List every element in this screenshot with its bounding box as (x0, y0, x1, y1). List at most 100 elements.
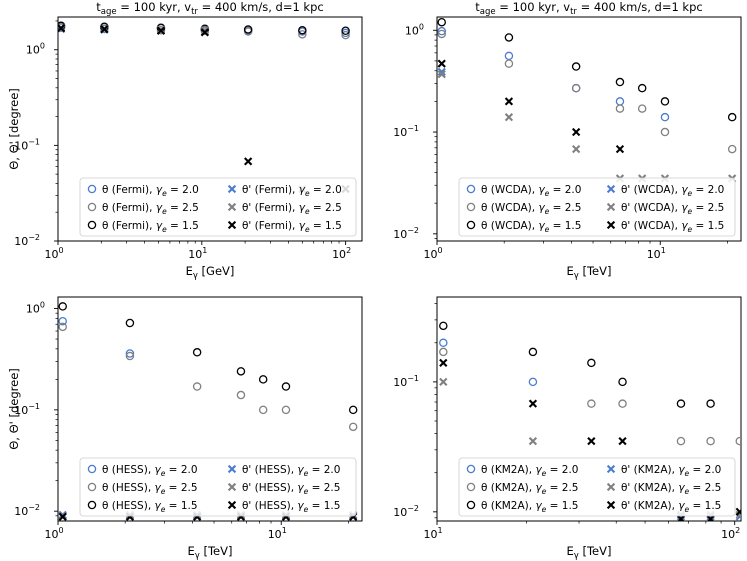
legend-label: θ (Fermi), γe = 2.0 (102, 184, 199, 198)
data-point-cross (504, 97, 514, 106)
data-point-cross (439, 377, 448, 387)
data-point-circle (706, 399, 715, 408)
data-point-circle (258, 375, 268, 384)
legend-marker-cross (227, 464, 237, 474)
legend-marker-cross (606, 482, 616, 492)
data-point-circle (125, 318, 135, 328)
data-point-circle (676, 436, 686, 446)
data-point-circle (341, 30, 350, 40)
data-point-circle (298, 30, 307, 39)
data-point-circle (341, 26, 350, 35)
y-tick-label: 10−1 (14, 137, 40, 152)
legend-label: θ' (KM2A), γe = 2.5 (621, 482, 721, 496)
data-point-cross (437, 59, 446, 68)
data-point-circle (727, 144, 737, 154)
chart-title: tage = 100 kyr, vtr = 400 km/s, d=1 kpc (96, 0, 323, 17)
legend-marker-cross (606, 184, 616, 194)
y-tick-label: 10−1 (393, 374, 419, 389)
data-point-circle (156, 25, 166, 35)
x-tick-label: 101 (268, 526, 287, 541)
legend-marker-cross (227, 202, 237, 212)
x-tick-label: 100 (44, 246, 63, 261)
legend-box (79, 177, 357, 237)
x-tick-label: 100 (423, 246, 442, 261)
legend-marker-cross (606, 464, 616, 474)
data-point-cross (156, 26, 166, 35)
data-point-circle (587, 358, 596, 368)
legend-marker-circle (466, 464, 476, 474)
legend-label: θ (HESS), γe = 2.0 (102, 464, 198, 478)
plot-frame (436, 296, 742, 522)
y-tick-label: 10−2 (393, 504, 419, 519)
data-point-circle (615, 77, 625, 87)
y-axis-label: Θ, Θ' [degree] (7, 368, 21, 450)
data-point-circle (571, 62, 581, 71)
legend-box (79, 457, 357, 517)
x-tick-label: 102 (332, 246, 351, 261)
data-point-cross (528, 399, 538, 408)
chart-km2a: 101 102 10−2 10−1 Eγ [TeV] θ (KM2A), γe = 2.0… (393, 296, 742, 561)
legend-marker-cross (227, 184, 237, 194)
data-point-circle (298, 25, 307, 35)
data-point-circle (504, 51, 514, 61)
x-tick-label: 101 (647, 246, 666, 261)
x-tick-label: 101 (188, 246, 207, 261)
y-tick-label: 10−2 (14, 503, 40, 518)
legend-label: θ (HESS), γe = 1.5 (102, 500, 198, 514)
legend-marker-circle (87, 482, 97, 492)
legend-label: θ (Fermi), γe = 1.5 (102, 220, 199, 234)
data-point-circle (439, 321, 448, 331)
chart-hess: 100 101 10−2 10−1 100 Eγ [TeV] Θ, Θ' [degree] θ… (7, 296, 363, 561)
data-point-cross (244, 157, 253, 166)
chart-fermi: 100 101 102 10−2 10−1 100 Eγ [GeV] Θ, Θ' [degre… (7, 0, 363, 281)
data-point-cross (58, 512, 67, 521)
y-tick-label: 10−2 (14, 233, 40, 248)
legend-label: θ (HESS), γe = 2.5 (102, 482, 198, 496)
data-point-circle (58, 316, 67, 326)
legend-marker-cross (606, 500, 616, 510)
data-point-circle (618, 377, 627, 387)
plot-frame (436, 16, 742, 242)
plot-frame (57, 16, 363, 242)
x-axis-label: Eγ [TeV] (188, 544, 233, 561)
legend-label: θ' (HESS), γe = 1.5 (242, 500, 340, 514)
x-axis-label: Eγ [TeV] (567, 264, 612, 281)
legend-marker-cross (227, 220, 237, 230)
legend-label: θ' (Fermi), γe = 2.0 (242, 184, 342, 198)
data-point-circle (660, 112, 670, 122)
y-tick-label: 100 (405, 22, 424, 37)
y-tick-label: 10−2 (393, 226, 419, 241)
data-point-cross (706, 514, 715, 521)
legend-label: θ (KM2A), γe = 1.5 (481, 500, 578, 514)
data-point-circle (236, 390, 246, 400)
legend-marker-circle (466, 482, 476, 492)
data-point-circle (192, 348, 202, 357)
legend-box (458, 177, 736, 237)
legend-label: θ (WCDA), γe = 1.5 (481, 220, 581, 234)
legend-marker-circle (87, 202, 97, 212)
data-point-circle (676, 399, 686, 408)
data-point-cross (587, 436, 596, 446)
legend-label: θ (KM2A), γe = 2.0 (481, 464, 578, 478)
data-point-circle (58, 322, 67, 332)
data-points (58, 21, 350, 194)
legend-label: θ (Fermi), γe = 2.5 (102, 202, 199, 216)
legend-label: θ (WCDA), γe = 2.5 (481, 202, 581, 216)
legend-label: θ' (WCDA), γe = 2.5 (621, 202, 724, 216)
data-point-circle (281, 382, 291, 391)
data-point-cross (439, 358, 448, 368)
data-point-circle (437, 26, 446, 36)
data-point-cross (100, 25, 109, 34)
data-point-circle (258, 405, 268, 415)
y-axis-label: Θ, Θ' [degree] (7, 88, 21, 170)
legend-label: θ (WCDA), γe = 2.0 (481, 184, 581, 198)
data-point-cross (200, 28, 209, 37)
data-points (437, 17, 737, 183)
y-tick-label: 10−1 (14, 402, 40, 417)
x-axis-label: Eγ [TeV] (567, 544, 612, 561)
legend-marker-circle (466, 220, 476, 230)
data-point-circle (587, 399, 596, 408)
legend-label: θ' (WCDA), γe = 2.0 (621, 184, 724, 198)
legend-label: θ' (HESS), γe = 2.5 (242, 482, 340, 496)
